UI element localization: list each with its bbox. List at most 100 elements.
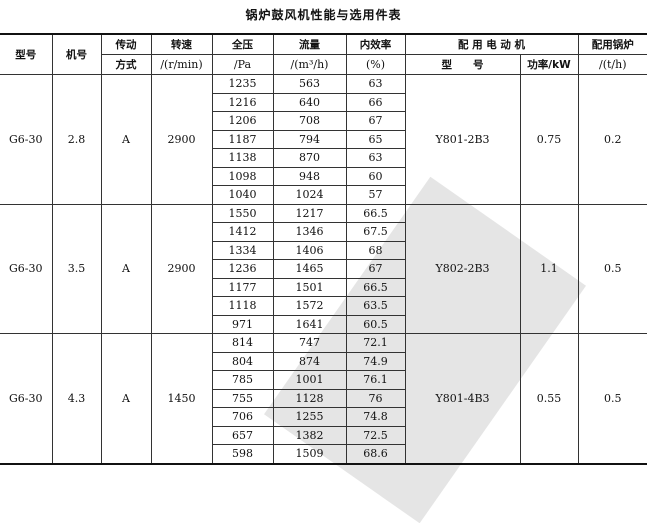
flow-cell: 1501 xyxy=(272,277,347,297)
motor-power-cell: 0.75 xyxy=(519,74,579,205)
flow-cell: 1128 xyxy=(272,388,347,408)
efficiency-cell: 72.1 xyxy=(345,333,406,353)
header-pressure: 全压 xyxy=(211,33,274,55)
table-row: 1206 708 67 xyxy=(0,111,647,131)
efficiency-cell: 60.5 xyxy=(345,314,405,334)
pressure-cell: 785 xyxy=(212,370,274,390)
efficiency-cell: 68 xyxy=(345,240,405,260)
pressure-cell: 971 xyxy=(212,314,274,334)
flow-cell: 563 xyxy=(272,74,347,94)
speed-cell: 1450 xyxy=(150,333,213,464)
header-number: 机号 xyxy=(51,33,102,75)
efficiency-cell: 72.5 xyxy=(345,425,405,445)
header-efficiency: 内效率 xyxy=(345,33,406,55)
table-row: 598 1509 68.6 xyxy=(0,444,647,464)
flow-cell: 794 xyxy=(272,129,347,149)
table-body: G6-30 2.8 A 2900 1235 563 63 Y801-2B3 0.75 0.2 121… xyxy=(0,74,647,464)
efficiency-cell: 66.5 xyxy=(345,203,406,223)
efficiency-cell: 66.5 xyxy=(345,277,405,297)
table-row: 1334 1406 68 xyxy=(0,240,647,260)
header-drive-sub: 方式 xyxy=(101,54,152,75)
number-cell: 2.8 xyxy=(51,74,102,205)
flow-cell: 1382 xyxy=(272,425,347,445)
pressure-cell: 1040 xyxy=(212,185,274,205)
flow-cell: 1024 xyxy=(272,185,347,205)
table-row: 1412 1346 67.5 xyxy=(0,222,647,242)
flow-cell: 747 xyxy=(272,333,347,353)
header-flow: 流量 xyxy=(272,33,347,55)
number-cell: 4.3 xyxy=(51,333,102,464)
boiler-cell: 0.5 xyxy=(577,203,647,334)
pressure-cell: 804 xyxy=(212,351,274,371)
pressure-cell: 814 xyxy=(211,333,274,353)
header-efficiency-unit: (%) xyxy=(345,54,406,75)
efficiency-cell: 76.1 xyxy=(345,370,405,390)
pressure-cell: 1236 xyxy=(212,259,274,279)
efficiency-cell: 63 xyxy=(345,74,406,94)
motor-model-cell: Y801-2B3 xyxy=(404,74,521,205)
table-row: 1236 1465 67 xyxy=(0,259,647,279)
flow-cell: 1217 xyxy=(272,203,347,223)
pressure-cell: 706 xyxy=(212,407,274,427)
flow-cell: 1255 xyxy=(272,407,347,427)
pressure-cell: 1098 xyxy=(212,166,274,186)
pressure-cell: 1138 xyxy=(212,148,274,168)
header-model: 型号 xyxy=(0,33,53,75)
motor-power-cell: 0.55 xyxy=(519,333,579,464)
efficiency-cell: 63 xyxy=(345,148,405,168)
header-speed-unit: /(r/min) xyxy=(150,54,213,75)
table-row: 1098 948 60 xyxy=(0,166,647,186)
table-row: G6-30 2.8 A 2900 1235 563 63 Y801-2B3 0.75 0.2 xyxy=(0,74,647,205)
table-row: G6-30 4.3 A 1450 814 747 72.1 Y801-4B3 0.55 0.5 xyxy=(0,333,647,464)
header-flow-unit: /(m³/h) xyxy=(272,54,347,75)
pressure-cell: 1216 xyxy=(212,92,274,112)
header-motor-model: 型 号 xyxy=(404,54,521,75)
header-drive: 传动 xyxy=(100,33,152,55)
drive-cell: A xyxy=(100,203,152,334)
flow-cell: 1572 xyxy=(272,296,347,316)
table-row: 804 874 74.9 xyxy=(0,351,647,371)
pressure-cell: 1187 xyxy=(212,129,274,149)
header-boiler: 配用锅炉 xyxy=(577,33,647,55)
flow-cell: 1465 xyxy=(272,259,347,279)
efficiency-cell: 65 xyxy=(345,129,405,149)
flow-cell: 870 xyxy=(272,148,347,168)
header-speed: 转速 xyxy=(150,33,213,55)
boiler-cell: 0.2 xyxy=(577,74,647,205)
drive-cell: A xyxy=(100,333,152,464)
efficiency-cell: 76 xyxy=(345,388,405,408)
efficiency-cell: 63.5 xyxy=(345,296,405,316)
efficiency-cell: 67.5 xyxy=(345,222,405,242)
efficiency-cell: 67 xyxy=(345,259,405,279)
flow-cell: 1641 xyxy=(272,314,347,334)
pressure-cell: 1235 xyxy=(211,74,274,94)
drive-cell: A xyxy=(100,74,152,205)
motor-power-cell: 1.1 xyxy=(519,203,579,334)
pressure-cell: 1412 xyxy=(212,222,274,242)
pressure-cell: 755 xyxy=(212,388,274,408)
efficiency-cell: 57 xyxy=(345,185,405,205)
efficiency-cell: 74.8 xyxy=(345,407,405,427)
table-row: 1187 794 65 xyxy=(0,129,647,149)
boiler-cell: 0.5 xyxy=(577,333,647,464)
pressure-cell: 657 xyxy=(212,425,274,445)
flow-cell: 874 xyxy=(272,351,347,371)
efficiency-cell: 68.6 xyxy=(345,444,405,464)
motor-model-cell: Y802-2B3 xyxy=(404,203,521,334)
flow-cell: 708 xyxy=(272,111,347,131)
pressure-cell: 1206 xyxy=(212,111,274,131)
table-row: 971 1641 60.5 xyxy=(0,314,647,334)
table-row: 1040 1024 57 xyxy=(0,185,647,205)
flow-cell: 640 xyxy=(272,92,347,112)
fan-performance-table: 型号 机号 传动 转速 全压 流量 内效率 配 用 电 动 机 配用锅炉 方式 … xyxy=(0,33,647,465)
flow-cell: 1001 xyxy=(272,370,347,390)
flow-cell: 1509 xyxy=(272,444,347,464)
efficiency-cell: 67 xyxy=(345,111,405,131)
table-row: 1177 1501 66.5 xyxy=(0,277,647,297)
speed-cell: 2900 xyxy=(150,203,213,334)
table-row: G6-30 3.5 A 2900 1550 1217 66.5 Y802-2B3 1.1 0.5 xyxy=(0,203,647,334)
table-row: 657 1382 72.5 xyxy=(0,425,647,445)
number-cell: 3.5 xyxy=(51,203,102,334)
pressure-cell: 1550 xyxy=(211,203,274,223)
pressure-cell: 1334 xyxy=(212,240,274,260)
